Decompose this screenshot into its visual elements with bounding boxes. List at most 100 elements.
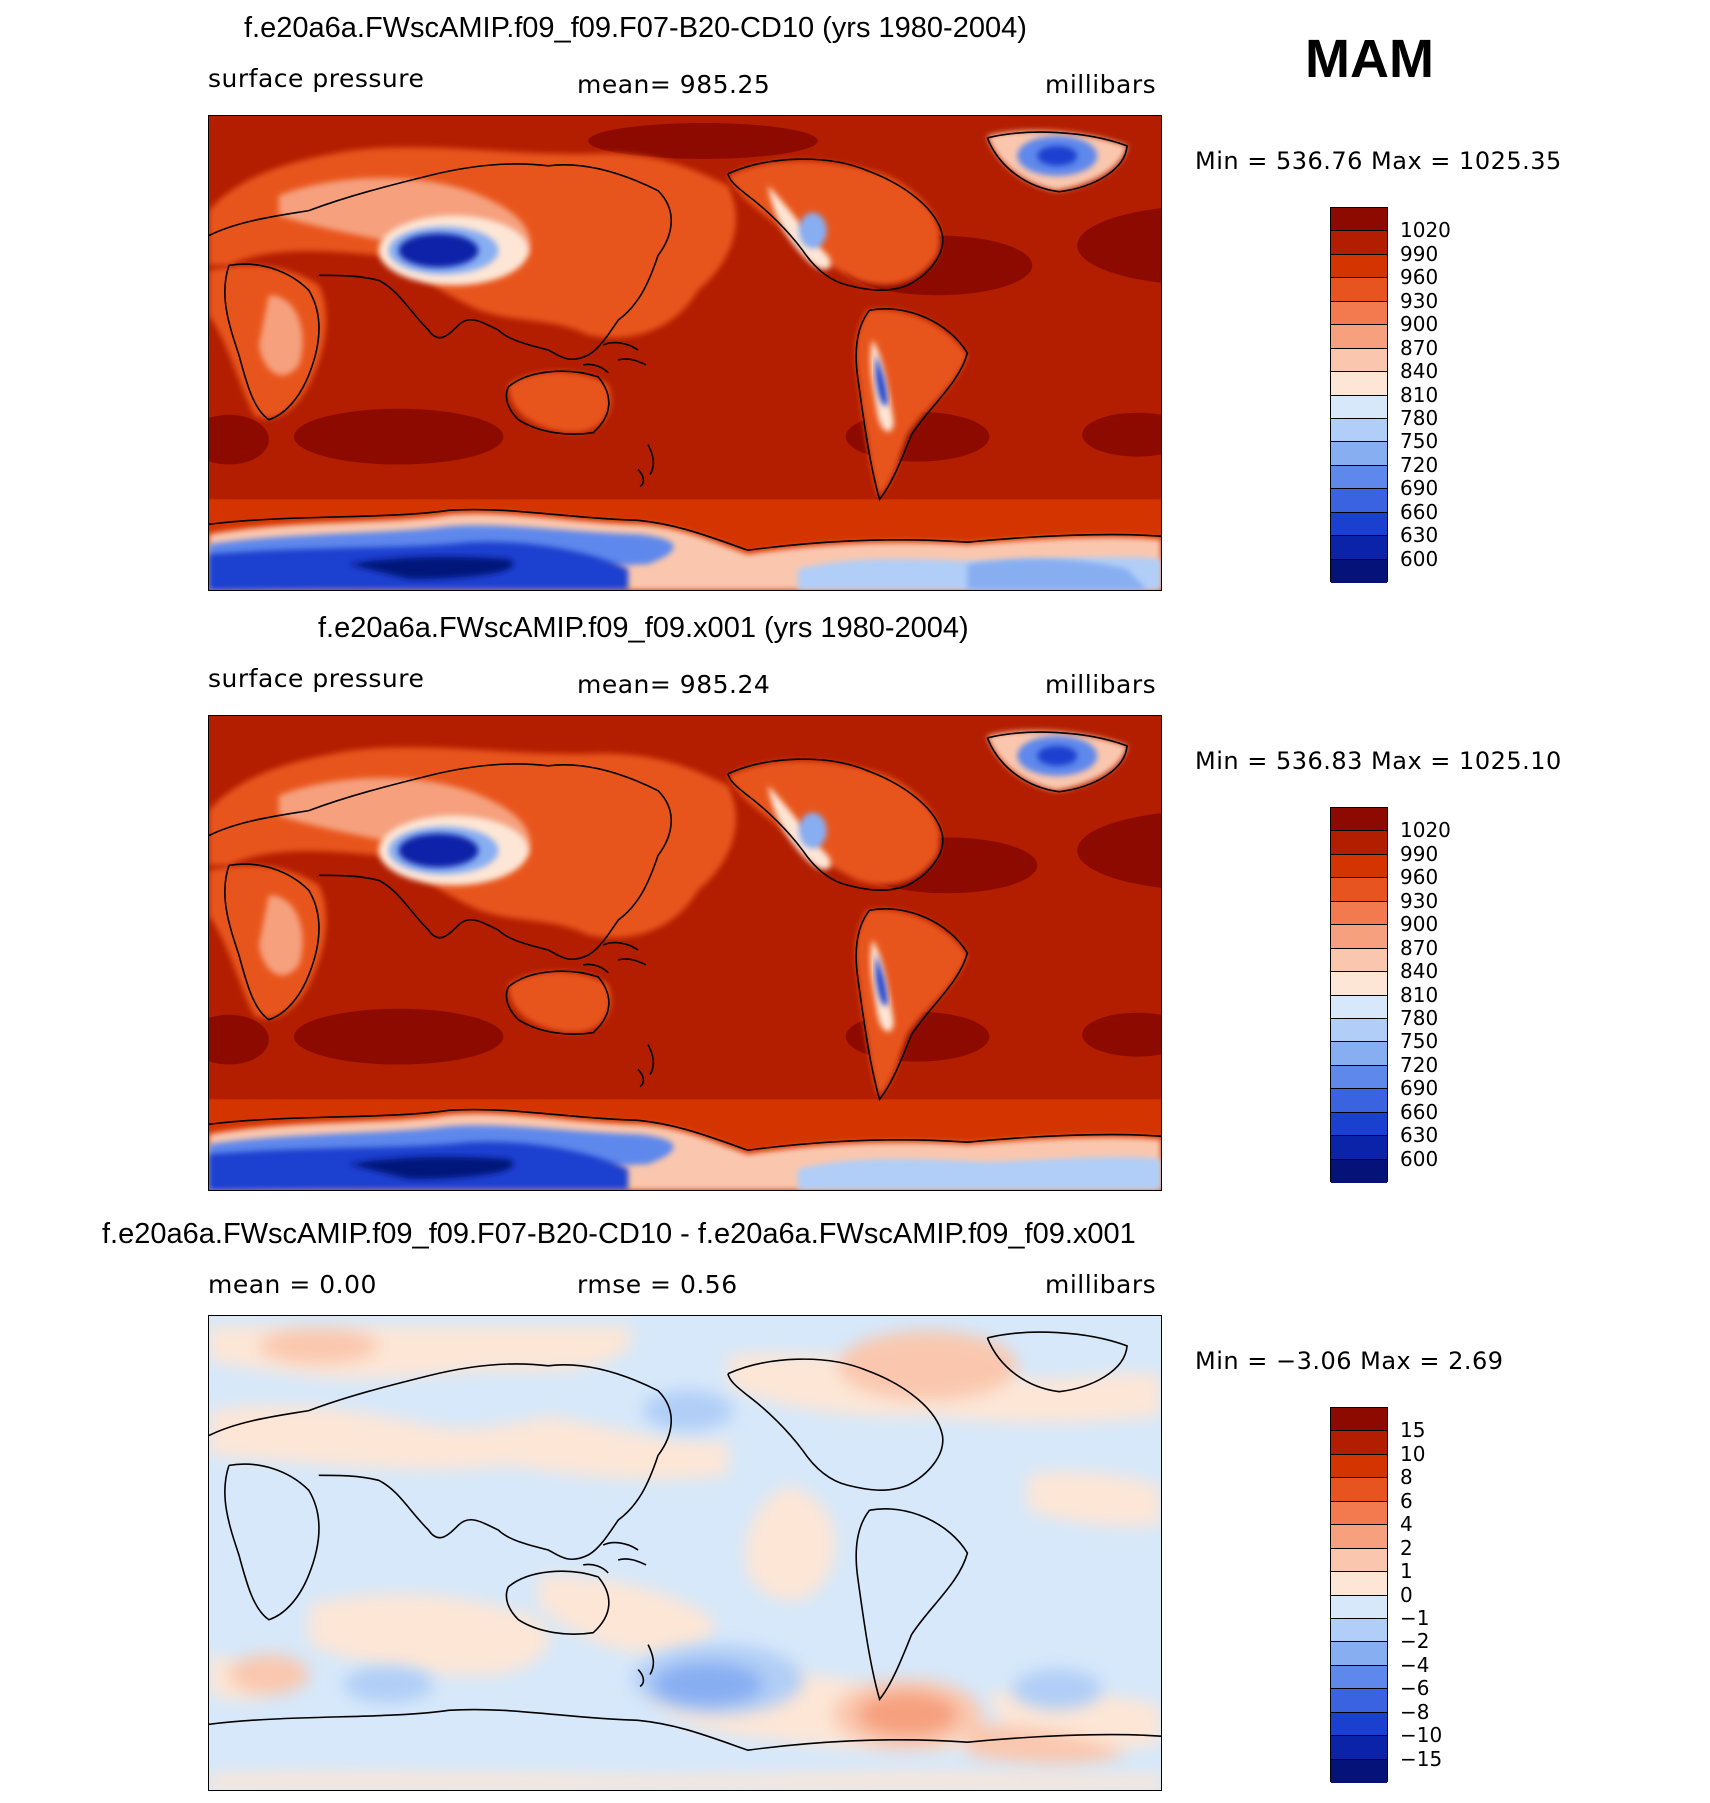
colorbar-swatch <box>1331 854 1387 879</box>
colorbar-label: 6 <box>1400 1488 1413 1513</box>
colorbar-swatch <box>1331 512 1387 537</box>
colorbar-swatch <box>1331 972 1387 996</box>
colorbar-swatch <box>1331 1159 1387 1183</box>
panel-diff-minmax: Min = −3.06 Max = 2.69 <box>1195 1347 1504 1375</box>
colorbar-label: 900 <box>1400 912 1439 937</box>
panel-control-map <box>208 715 1162 1191</box>
colorbar-label: −10 <box>1400 1723 1443 1748</box>
colorbar-swatch <box>1331 1478 1387 1502</box>
colorbar-swatch <box>1331 1665 1387 1690</box>
colorbar-swatch <box>1331 254 1387 279</box>
colorbar-swatch <box>1331 1595 1387 1619</box>
colorbar-label: 2 <box>1400 1535 1413 1560</box>
colorbar-swatch <box>1331 231 1387 255</box>
colorbar-label: 900 <box>1400 312 1439 337</box>
colorbar-label: 1020 <box>1400 818 1451 843</box>
colorbar-swatch <box>1331 372 1387 396</box>
colorbar-swatch <box>1331 1065 1387 1090</box>
colorbar-label: 660 <box>1400 499 1439 524</box>
colorbar-label: 990 <box>1400 841 1439 866</box>
panel-control-units-label: millibars <box>1045 670 1157 699</box>
colorbar-label: 750 <box>1400 429 1439 454</box>
colorbar-label: 870 <box>1400 335 1439 360</box>
colorbar-label: 870 <box>1400 935 1439 960</box>
colorbar-label: −6 <box>1400 1676 1430 1701</box>
colorbar-label: 990 <box>1400 241 1439 266</box>
colorbar-label: 810 <box>1400 982 1439 1007</box>
colorbar-label: 1020 <box>1400 218 1451 243</box>
colorbar-label: 660 <box>1400 1099 1439 1124</box>
colorbar-label: 0 <box>1400 1582 1413 1607</box>
colorbar-swatch <box>1331 489 1387 513</box>
panel-diff-mean-label: mean = 0.00 <box>208 1270 377 1299</box>
colorbar-swatch <box>1331 1501 1387 1526</box>
colorbar-swatch <box>1331 1018 1387 1043</box>
colorbar-swatch <box>1331 1572 1387 1596</box>
colorbar-label: 4 <box>1400 1512 1413 1537</box>
colorbar-swatch <box>1331 1089 1387 1113</box>
colorbar-swatch <box>1331 878 1387 902</box>
colorbar-label: 840 <box>1400 359 1439 384</box>
colorbar-label: 960 <box>1400 265 1439 290</box>
colorbar-label: 720 <box>1400 452 1439 477</box>
panel-test-mean-label: mean= 985.25 <box>577 70 771 99</box>
panel-test-variable-label: surface pressure <box>208 64 425 93</box>
panel-diff-rmse-label: rmse = 0.56 <box>577 1270 738 1299</box>
colorbar-label: −1 <box>1400 1605 1430 1630</box>
panel-control-mean-label: mean= 985.24 <box>577 670 771 699</box>
colorbar-label: −2 <box>1400 1629 1430 1654</box>
colorbar-swatch <box>1331 1431 1387 1455</box>
colorbar-label: 630 <box>1400 1123 1439 1148</box>
colorbar-swatch <box>1331 1042 1387 1066</box>
colorbar-label: 930 <box>1400 288 1439 313</box>
colorbar-label: 780 <box>1400 1005 1439 1030</box>
colorbar-swatch <box>1331 1689 1387 1713</box>
colorbar-label: 10 <box>1400 1441 1426 1466</box>
colorbar-swatch <box>1331 995 1387 1019</box>
colorbar-label: 1 <box>1400 1559 1413 1584</box>
colorbar-label: 600 <box>1400 1146 1439 1171</box>
colorbar-label: 780 <box>1400 405 1439 430</box>
panel-test-minmax: Min = 536.76 Max = 1025.35 <box>1195 147 1562 175</box>
colorbar-swatch <box>1331 1548 1387 1573</box>
colorbar-swatch <box>1331 808 1387 832</box>
colorbar-label: 630 <box>1400 523 1439 548</box>
colorbar-label: 720 <box>1400 1052 1439 1077</box>
colorbar-label: 810 <box>1400 382 1439 407</box>
colorbar-swatch <box>1331 1642 1387 1666</box>
panel-control-variable-label: surface pressure <box>208 664 425 693</box>
colorbar-swatch <box>1331 325 1387 349</box>
colorbar-swatch <box>1331 948 1387 973</box>
colorbar-label: 840 <box>1400 959 1439 984</box>
colorbar-swatch <box>1331 442 1387 466</box>
colorbar-swatch <box>1331 1736 1387 1760</box>
colorbar-swatch <box>1331 1759 1387 1783</box>
colorbar-swatch <box>1331 831 1387 855</box>
colorbar-swatch <box>1331 559 1387 583</box>
colorbar-swatch <box>1331 1112 1387 1137</box>
colorbar-label: 15 <box>1400 1418 1426 1443</box>
colorbar-swatch <box>1331 395 1387 419</box>
colorbar-swatch <box>1331 418 1387 443</box>
colorbar-label: −15 <box>1400 1746 1443 1771</box>
colorbar-swatch <box>1331 208 1387 232</box>
colorbar-swatch <box>1331 1136 1387 1160</box>
panel-diff-map <box>208 1315 1162 1791</box>
colorbar-label: 690 <box>1400 476 1439 501</box>
surface-pressure-map-control <box>209 716 1161 1190</box>
colorbar-label: 8 <box>1400 1465 1413 1490</box>
colorbar-label: 960 <box>1400 865 1439 890</box>
panel-test-colorbar <box>1330 207 1388 583</box>
colorbar-swatch <box>1331 1408 1387 1432</box>
colorbar-swatch <box>1331 278 1387 302</box>
colorbar-swatch <box>1331 536 1387 560</box>
colorbar-swatch <box>1331 1712 1387 1737</box>
colorbar-label: 930 <box>1400 888 1439 913</box>
surface-pressure-map-test <box>209 116 1161 590</box>
panel-diff-units-label: millibars <box>1045 1270 1157 1299</box>
colorbar-swatch <box>1331 1525 1387 1549</box>
panel-control-colorbar <box>1330 807 1388 1183</box>
colorbar-swatch <box>1331 1454 1387 1479</box>
panel-test-units-label: millibars <box>1045 70 1157 99</box>
colorbar-label: −8 <box>1400 1699 1430 1724</box>
